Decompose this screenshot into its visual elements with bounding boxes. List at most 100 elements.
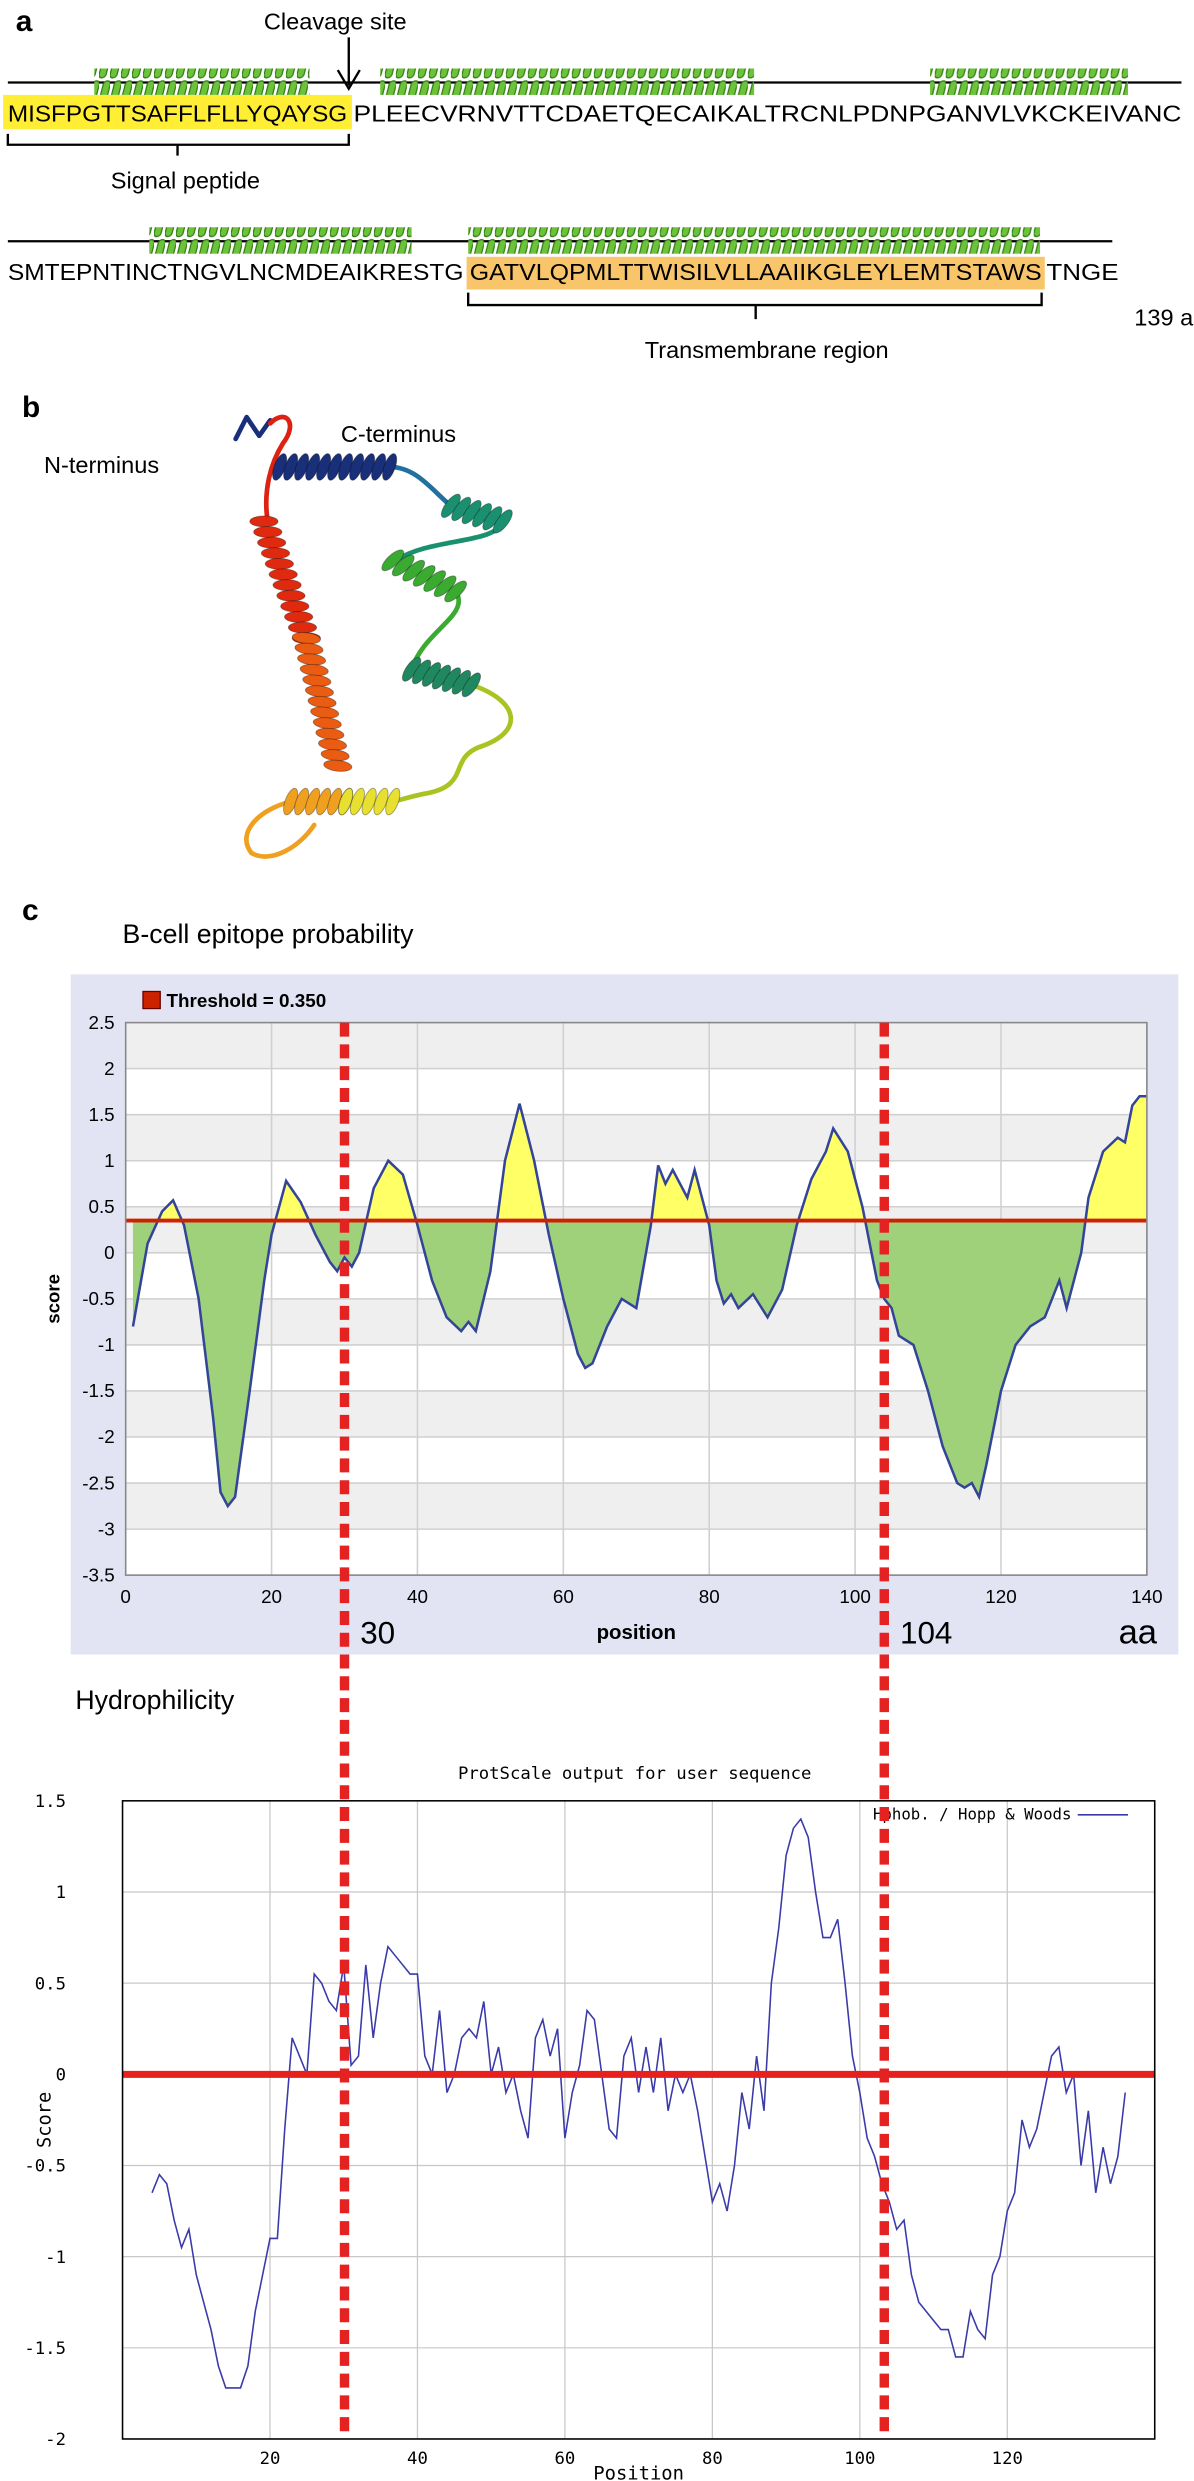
x-tick-label: 140 [1131, 1586, 1162, 1607]
x-tick-label: 80 [702, 2449, 723, 2469]
helix [468, 227, 1041, 254]
y-tick-label: -3.5 [82, 1564, 114, 1585]
y-tick-label: 1 [56, 1883, 66, 1903]
helix-turn [433, 575, 457, 598]
legend-label: Hphob. / Hopp & Woods [873, 1805, 1071, 1824]
x-tick-label: 100 [844, 2449, 875, 2469]
x-tick-label: 100 [839, 1586, 870, 1607]
y-tick-label: -0.5 [82, 1288, 114, 1309]
helix-turn [349, 787, 365, 816]
loop [244, 799, 317, 859]
c-terminus-label: C-terminus [341, 421, 456, 447]
frame [124, 1021, 1148, 1576]
helix-turn [412, 565, 436, 587]
helix-turn [260, 547, 291, 560]
helix-turn [423, 570, 447, 592]
y-tick-label: -3 [98, 1518, 115, 1539]
helix [380, 68, 755, 95]
panel-label: a [16, 5, 33, 38]
x-tick-label: 40 [407, 2449, 428, 2469]
x-tick-label: 120 [985, 1586, 1016, 1607]
x-tick-label: 20 [261, 1586, 282, 1607]
x-tick-label: 60 [555, 2449, 576, 2469]
chart-title: ProtScale output for user sequence [458, 1764, 811, 1784]
tm-highlight [466, 256, 1045, 290]
helix-turn [264, 557, 294, 570]
unit-label: aa [1119, 1614, 1158, 1652]
helix-turn [385, 787, 401, 816]
y-axis-label: Score [34, 2092, 55, 2148]
helix-turn [444, 580, 468, 603]
helix [149, 227, 412, 254]
cleavage-label: Cleavage site [264, 9, 407, 35]
line [131, 1095, 1147, 1509]
x-axis-label: position [597, 1622, 676, 1644]
y-tick-label: 0.5 [35, 1974, 66, 1994]
y-tick-label: 0.5 [88, 1196, 114, 1217]
helix-turn [268, 568, 298, 581]
hydrophilicity-chart: -2 -1.5 -1 -0.5 0 0.5 1 1.5 20 40 60 80 100 120 Score P… [24, 1792, 1156, 2481]
helix-turn [323, 759, 353, 772]
helix [930, 68, 1129, 95]
helix-turn [391, 554, 415, 577]
loop [233, 414, 273, 442]
x-tick-label: 0 [120, 1586, 130, 1607]
y-tick-label: 1 [104, 1150, 114, 1171]
frame [121, 1800, 1156, 2440]
grid-band [125, 1483, 1147, 1530]
helix-turn [338, 787, 354, 816]
area-above [132, 1096, 1147, 1221]
bracket [6, 133, 350, 156]
y-tick-label: 0 [56, 2066, 66, 2086]
chart-title: B-cell epitope probability [123, 919, 415, 949]
legend-label: Threshold = 0.350 [167, 990, 327, 1011]
y-tick-label: 1.5 [88, 1104, 114, 1125]
y-axis-label: score [43, 1274, 64, 1324]
sequence: SMTEPNTINCTNGVLNCMDEAIKRESTG [8, 259, 464, 285]
helix-turn [461, 672, 482, 698]
sequence: MISFPGTTSAFFLFLLYQAYSG [8, 101, 347, 127]
helix-turn [382, 453, 398, 481]
marker-label: 104 [900, 1616, 952, 1651]
helix-turn [280, 600, 310, 613]
x-tick-label: 80 [699, 1586, 720, 1607]
helix-turn [276, 589, 306, 602]
signal-highlight [3, 94, 352, 130]
legend-swatch [142, 990, 161, 1010]
panel-label: b [22, 391, 40, 424]
y-tick-label: -1 [98, 1334, 115, 1355]
helix-turn [253, 526, 283, 538]
sequence: TNGE [1046, 259, 1118, 285]
sequence: PLEECVRNVTTCDAETQECAIKALTRCNLPDNPGANVLVK… [353, 101, 1181, 127]
loop [387, 464, 454, 509]
y-tick-label: -1.5 [82, 1380, 114, 1401]
x-tick-label: 40 [407, 1586, 428, 1607]
line [151, 1817, 1127, 2389]
helix-turn [361, 787, 377, 816]
marker-label: 30 [360, 1616, 395, 1651]
signal-label: Signal peptide [111, 167, 260, 193]
x-tick-label: 20 [260, 2449, 281, 2469]
y-tick-label: 2.5 [88, 1012, 114, 1033]
n-terminus-label: N-terminus [44, 452, 159, 478]
y-tick-label: -2 [45, 2430, 66, 2450]
helix-turn [402, 559, 426, 582]
helix-turn [492, 509, 513, 534]
protein-structure [233, 414, 513, 859]
area-below [132, 1220, 1086, 1507]
chart-heading: Hydrophilicity [75, 1685, 234, 1715]
helix-turn [257, 536, 287, 549]
helix-turn [373, 787, 389, 816]
helix-turn [272, 579, 302, 592]
panel-label: c [22, 894, 39, 927]
loop [263, 414, 293, 520]
y-tick-label: -1 [45, 2248, 66, 2268]
y-tick-label: -0.5 [24, 2157, 66, 2177]
grid-band [125, 1022, 1147, 1069]
y-tick-label: 1.5 [35, 1792, 66, 1812]
loop [390, 682, 513, 804]
cleavage-arrowhead [336, 69, 361, 92]
grid-band [125, 1114, 1147, 1161]
